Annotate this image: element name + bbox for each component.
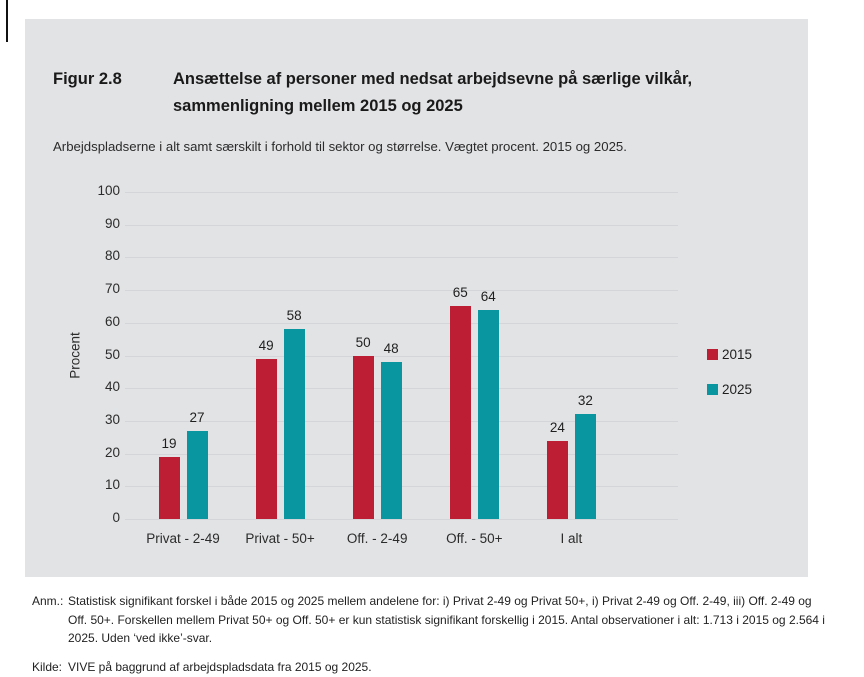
figure-subtitle: Arbejdspladserne i alt samt særskilt i f… [53,139,627,154]
bar-value-2025-2: 58 [286,308,302,324]
x-category-label-1: Privat - 2-49 [146,531,220,546]
y-tick-10: 10 [104,477,120,493]
legend-item-2025: 2025 [707,382,752,397]
bar-value-2015-5: 24 [549,419,565,435]
y-tick-40: 40 [104,379,120,395]
x-category-label-4: Off. - 50+ [446,531,503,546]
y-tick-0: 0 [112,510,120,525]
bar-value-2015-4: 65 [452,285,468,301]
figure-title-line-2: sammenligning mellem 2015 og 2025 [173,97,463,115]
bar-2025-2 [283,329,305,519]
figure-title-line-1: Ansættelse af personer med nedsat arbejd… [173,70,693,88]
note-kilde: Kilde: VIVE på baggrund af arbejdspladsd… [32,658,832,677]
y-tick-70: 70 [104,281,120,297]
bar-2025-5 [574,414,596,519]
y-tick-20: 20 [104,444,120,460]
gridline-80 [125,257,678,259]
bar-2025-1 [186,430,208,519]
bar-2015-4 [449,306,471,519]
bar-value-2015-3: 50 [355,334,371,350]
bar-value-2015-2: 49 [258,337,274,353]
y-tick-50: 50 [104,346,120,362]
y-tick-100: 100 [97,183,120,198]
bar-2015-1 [158,456,180,519]
bar-value-2025-3: 48 [383,341,399,357]
bar-2015-5 [546,440,568,519]
note-anm-text: Statistisk signifikant forskel i både 20… [68,594,825,645]
gridline-90 [125,224,678,226]
figure-header: Figur 2.8 Ansættelse af personer med ned… [53,66,692,120]
bar-value-2015-1: 19 [161,435,177,451]
y-tick-30: 30 [104,411,120,427]
y-tick-80: 80 [104,248,120,264]
bar-2025-3 [380,362,402,519]
gridline-50 [125,355,678,357]
chart-legend: 2015 2025 [707,347,752,397]
bar-2015-2 [255,358,277,519]
gridline-70 [125,290,678,292]
gridline-100 [125,192,678,193]
figure-number: Figur 2.8 [53,70,122,88]
legend-swatch-2025 [707,384,718,395]
page-edge-mark [6,0,8,42]
legend-item-2015: 2015 [707,347,752,362]
legend-label-2025: 2025 [722,382,753,397]
legend-label-2015: 2015 [722,347,753,362]
bar-2015-3 [352,355,374,519]
gridline-0 [125,519,678,520]
bar-chart: Procent 2015 2025 0 10 20 30 40 50 60 70 80 90 100 1… [25,19,808,577]
note-anm: Anm.: Statistisk signifikant forskel i b… [32,592,832,648]
x-category-label-5: I alt [560,531,583,546]
figure-notes: Anm.: Statistisk signifikant forskel i b… [32,592,832,676]
gridline-60 [125,322,678,324]
bar-2025-4 [477,309,499,519]
legend-swatch-2015 [707,349,718,360]
x-category-label-2: Privat - 50+ [245,531,315,546]
note-kilde-text: VIVE på baggrund af arbejdspladsdata fra… [68,659,372,674]
bar-value-2025-5: 32 [577,393,593,409]
figure-title: Ansættelse af personer med nedsat arbejd… [173,66,692,120]
figure-panel: Figur 2.8 Ansættelse af personer med ned… [25,19,808,577]
note-kilde-label: Kilde: [32,659,63,674]
y-tick-90: 90 [104,215,120,231]
bar-value-2025-4: 64 [480,288,496,304]
x-category-label-3: Off. - 2-49 [346,531,408,546]
note-anm-label: Anm.: [32,594,64,608]
y-tick-60: 60 [104,313,120,329]
bar-value-2025-1: 27 [189,409,205,425]
